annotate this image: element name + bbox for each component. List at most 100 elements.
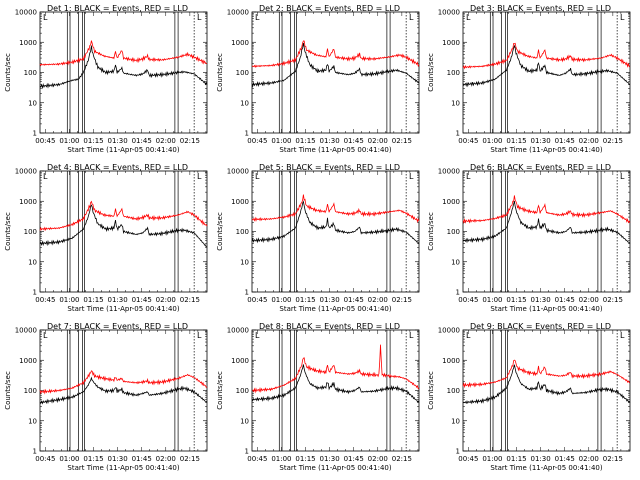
- y-tick-label: 10000: [227, 168, 249, 176]
- y-tick-label: 1: [245, 130, 249, 138]
- y-tick-label: 100: [24, 387, 37, 395]
- x-axis-title: Start Time (11-Apr-05 00:41:40): [490, 305, 602, 313]
- chart-panel-8: 1 10 100 1000 10000 00:45 01:00 01:15 01:30 01:45…: [216, 322, 420, 472]
- chart-panel-6: 1 10 100 1000 10000 00:45 01:00 01:15 01:30 01:45…: [427, 163, 631, 313]
- panel-title: Det 3: BLACK = Events, RED = LLD: [470, 4, 611, 13]
- y-tick-label: 100: [236, 387, 249, 395]
- plot-frame: [462, 170, 631, 293]
- x-tick-label: 01:15: [295, 296, 315, 304]
- y-axis-title: Counts/sec: [427, 371, 435, 410]
- y-tick-label: 10: [451, 258, 460, 266]
- y-axis-title: Counts/sec: [4, 371, 12, 410]
- y-tick-label: 10: [28, 258, 37, 266]
- corner-label-right: L: [620, 13, 625, 22]
- x-tick-label: 01:00: [59, 137, 79, 145]
- panel-title: Det 9: BLACK = Events, RED = LLD: [470, 322, 611, 331]
- y-tick-label: 1000: [442, 39, 460, 47]
- y-tick-label: 10000: [15, 327, 37, 335]
- x-tick-label: 02:00: [579, 455, 599, 463]
- x-tick-label: 02:15: [180, 455, 200, 463]
- corner-label-right: L: [409, 13, 414, 22]
- y-tick-label: 10000: [15, 9, 37, 17]
- x-tick-label: 00:45: [458, 137, 478, 145]
- y-tick-label: 1000: [19, 198, 37, 206]
- panel-title: Det 8: BLACK = Events, RED = LLD: [259, 322, 400, 331]
- x-tick-label: 02:15: [603, 455, 623, 463]
- panel-title: Det 1: BLACK = Events, RED = LLD: [47, 4, 188, 13]
- y-tick-label: 1: [456, 289, 460, 297]
- x-tick-label: 02:00: [368, 455, 388, 463]
- panel-title: Det 4: BLACK = Events, RED = LLD: [47, 163, 188, 172]
- events-series-line: [462, 200, 631, 244]
- lld-series-line: [251, 40, 420, 69]
- x-tick-label: 01:00: [271, 455, 291, 463]
- x-tick-label: 01:45: [555, 296, 575, 304]
- y-tick-label: 1: [33, 289, 37, 297]
- y-tick-label: 1: [245, 448, 249, 456]
- y-tick-label: 1: [245, 289, 249, 297]
- y-tick-label: 10: [240, 417, 249, 425]
- x-tick-label: 00:45: [35, 455, 55, 463]
- y-tick-label: 10: [451, 99, 460, 107]
- x-tick-label: 02:15: [392, 455, 412, 463]
- y-tick-label: 100: [24, 69, 37, 77]
- y-tick-label: 10: [451, 417, 460, 425]
- x-tick-label: 02:00: [156, 296, 176, 304]
- lld-series-line: [39, 200, 208, 231]
- y-axis-title: Counts/sec: [216, 212, 224, 251]
- y-tick-label: 1000: [442, 198, 460, 206]
- corner-label-right: L: [409, 172, 414, 181]
- y-tick-label: 100: [447, 387, 460, 395]
- corner-label-right: L: [197, 13, 202, 22]
- x-axis-title: Start Time (11-Apr-05 00:41:40): [490, 464, 602, 472]
- x-tick-label: 01:45: [555, 137, 575, 145]
- corner-label-left: L: [466, 331, 471, 340]
- y-tick-label: 10: [240, 258, 249, 266]
- y-tick-label: 10: [28, 417, 37, 425]
- panel-title: Det 2: BLACK = Events, RED = LLD: [259, 4, 400, 13]
- x-tick-label: 00:45: [458, 296, 478, 304]
- chart-panel-7: 1 10 100 1000 10000 00:45 01:00 01:15 01:30 01:45…: [4, 322, 208, 472]
- y-axis-title: Counts/sec: [4, 212, 12, 251]
- x-tick-label: 02:15: [180, 296, 200, 304]
- x-axis-title: Start Time (11-Apr-05 00:41:40): [67, 146, 179, 154]
- lld-series-line: [462, 195, 631, 224]
- x-tick-label: 01:15: [83, 137, 103, 145]
- plot-frame: [251, 329, 420, 452]
- y-tick-label: 1000: [231, 198, 249, 206]
- x-tick-label: 02:00: [156, 137, 176, 145]
- y-tick-label: 1: [456, 448, 460, 456]
- corner-label-left: L: [466, 172, 471, 181]
- x-tick-label: 02:00: [579, 296, 599, 304]
- x-tick-label: 01:00: [482, 137, 502, 145]
- y-tick-label: 1: [33, 130, 37, 138]
- x-tick-label: 01:15: [83, 296, 103, 304]
- x-tick-label: 00:45: [247, 137, 267, 145]
- corner-label-right: L: [197, 331, 202, 340]
- x-tick-label: 01:45: [344, 455, 364, 463]
- y-axis-title: Counts/sec: [427, 53, 435, 92]
- chart-panel-5: 1 10 100 1000 10000 00:45 01:00 01:15 01:30 01:45…: [216, 163, 420, 313]
- x-tick-label: 01:45: [132, 455, 152, 463]
- events-series-line: [251, 42, 420, 88]
- x-tick-label: 02:15: [603, 137, 623, 145]
- x-tick-label: 01:30: [531, 137, 551, 145]
- x-axis-title: Start Time (11-Apr-05 00:41:40): [279, 464, 391, 472]
- corner-label-left: L: [466, 13, 471, 22]
- x-tick-label: 01:00: [482, 296, 502, 304]
- corner-label-left: L: [255, 172, 260, 181]
- chart-panel-3: 1 10 100 1000 10000 00:45 01:00 01:15 01:30 01:45…: [427, 4, 631, 154]
- x-tick-label: 01:15: [83, 455, 103, 463]
- x-tick-label: 01:45: [344, 296, 364, 304]
- y-tick-label: 10000: [15, 168, 37, 176]
- x-tick-label: 02:00: [156, 455, 176, 463]
- x-tick-label: 01:30: [108, 296, 128, 304]
- x-axis-title: Start Time (11-Apr-05 00:41:40): [490, 146, 602, 154]
- plot-frame: [251, 170, 420, 293]
- x-tick-label: 01:30: [320, 296, 340, 304]
- x-tick-label: 00:45: [247, 296, 267, 304]
- y-axis-title: Counts/sec: [4, 53, 12, 92]
- x-tick-label: 02:15: [603, 296, 623, 304]
- events-series-line: [462, 364, 631, 405]
- y-tick-label: 10: [28, 99, 37, 107]
